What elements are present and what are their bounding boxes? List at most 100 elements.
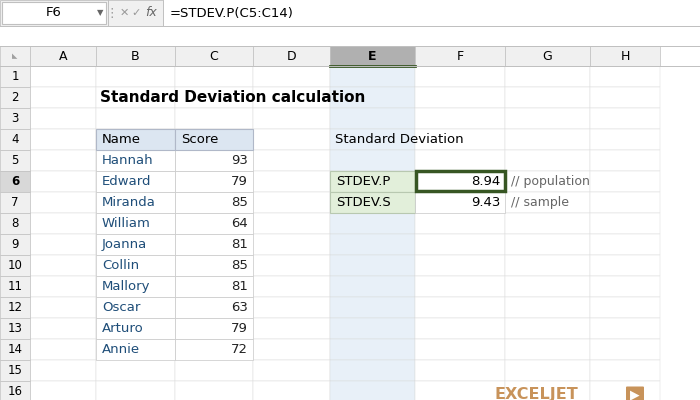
Text: 8: 8 xyxy=(11,217,19,230)
Bar xyxy=(175,318,253,339)
Bar xyxy=(253,150,330,171)
Bar xyxy=(96,276,175,297)
Text: C: C xyxy=(209,50,218,62)
Text: 13: 13 xyxy=(8,322,22,335)
Bar xyxy=(415,318,505,339)
Text: 63: 63 xyxy=(231,301,248,314)
Bar xyxy=(30,297,96,318)
Bar xyxy=(96,171,175,192)
Bar xyxy=(253,129,330,150)
Bar xyxy=(175,87,253,108)
Text: Hannah: Hannah xyxy=(102,154,153,167)
Bar xyxy=(175,276,253,297)
Bar xyxy=(0,192,30,213)
Bar xyxy=(590,213,660,234)
Bar xyxy=(330,46,415,66)
Text: William: William xyxy=(102,217,151,230)
Bar xyxy=(330,192,415,213)
Bar xyxy=(96,150,175,171)
Bar xyxy=(590,87,660,108)
Bar xyxy=(175,276,253,297)
Bar xyxy=(175,192,253,213)
Bar xyxy=(253,297,330,318)
Bar xyxy=(590,255,660,276)
Bar xyxy=(30,87,96,108)
Bar xyxy=(505,255,590,276)
Bar xyxy=(175,255,253,276)
Bar xyxy=(96,381,175,400)
Bar xyxy=(0,150,30,171)
Text: 7: 7 xyxy=(11,196,19,209)
Bar xyxy=(415,192,505,213)
Bar xyxy=(0,255,30,276)
Bar xyxy=(175,255,253,276)
Bar xyxy=(505,171,590,192)
Bar xyxy=(96,234,175,255)
Bar xyxy=(175,339,253,360)
Bar xyxy=(416,171,505,191)
Text: 11: 11 xyxy=(8,280,22,293)
Bar xyxy=(30,255,96,276)
Bar xyxy=(590,234,660,255)
Bar xyxy=(175,192,253,213)
Bar xyxy=(96,192,175,213)
Bar xyxy=(96,129,175,150)
Text: 72: 72 xyxy=(231,343,248,356)
Text: ◣: ◣ xyxy=(13,53,18,59)
Bar xyxy=(96,129,175,150)
Text: STDEV.S: STDEV.S xyxy=(336,196,391,209)
Text: fx: fx xyxy=(145,6,157,20)
Bar xyxy=(175,150,253,171)
Bar xyxy=(175,213,253,234)
Text: F6: F6 xyxy=(46,6,62,20)
Bar xyxy=(590,360,660,381)
Text: EXCELJET: EXCELJET xyxy=(495,387,579,400)
Bar xyxy=(96,150,175,171)
Bar xyxy=(175,234,253,255)
Bar xyxy=(505,66,590,87)
Bar xyxy=(175,129,253,150)
Bar xyxy=(175,297,253,318)
Bar xyxy=(0,171,30,192)
Bar xyxy=(330,276,415,297)
Bar xyxy=(253,192,330,213)
Bar xyxy=(96,339,175,360)
Bar xyxy=(415,234,505,255)
Bar xyxy=(590,66,660,87)
Text: ⋮: ⋮ xyxy=(106,6,118,20)
Bar xyxy=(96,192,175,213)
Text: ✕: ✕ xyxy=(119,8,129,18)
Bar xyxy=(96,255,175,276)
Bar xyxy=(175,46,253,66)
Bar xyxy=(175,150,253,171)
Bar xyxy=(505,381,590,400)
Bar xyxy=(175,339,253,360)
Text: A: A xyxy=(59,50,67,62)
Bar xyxy=(415,108,505,129)
Bar xyxy=(96,66,175,87)
Bar xyxy=(30,150,96,171)
Text: 3: 3 xyxy=(11,112,19,125)
Bar xyxy=(30,276,96,297)
Text: Name: Name xyxy=(102,133,141,146)
Bar xyxy=(175,66,253,87)
Text: 8.94: 8.94 xyxy=(470,175,500,188)
Bar xyxy=(330,360,415,381)
Bar xyxy=(0,339,30,360)
Text: 12: 12 xyxy=(8,301,22,314)
Bar xyxy=(330,171,415,192)
Bar xyxy=(505,213,590,234)
Bar xyxy=(330,297,415,318)
Bar xyxy=(330,87,415,108)
Bar xyxy=(96,87,175,108)
Bar xyxy=(590,276,660,297)
Bar xyxy=(590,46,660,66)
Bar xyxy=(415,255,505,276)
FancyBboxPatch shape xyxy=(626,386,644,400)
Bar xyxy=(253,381,330,400)
Bar xyxy=(590,318,660,339)
Text: 85: 85 xyxy=(231,259,248,272)
Text: Joanna: Joanna xyxy=(102,238,147,251)
Bar xyxy=(96,297,175,318)
Bar xyxy=(30,108,96,129)
